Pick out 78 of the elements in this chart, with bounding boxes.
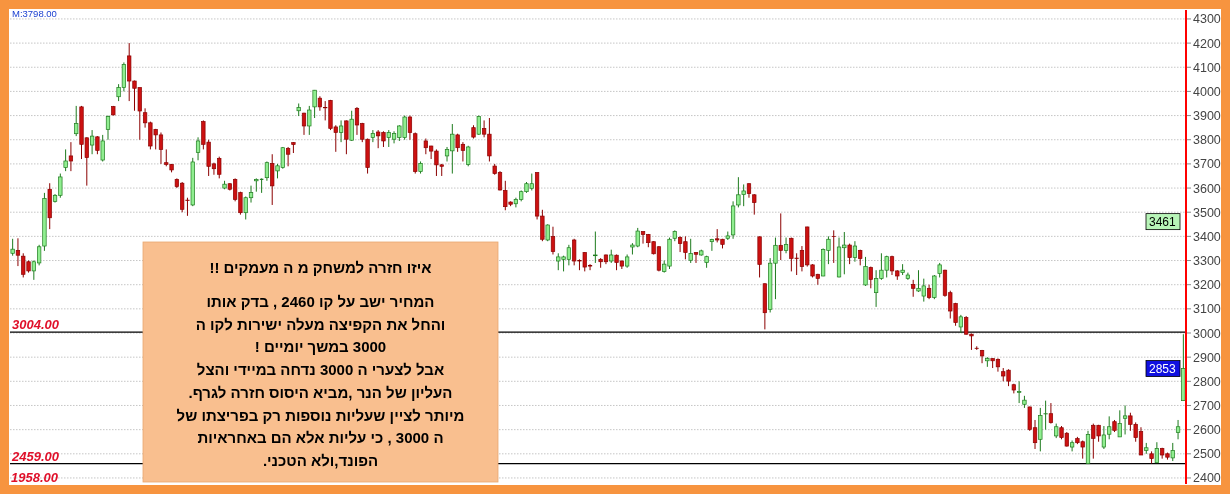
y-tick-label: 3700 [1193,157,1221,172]
annotation: העליון של הנר ,מביא היסוס חזרה לגרף. [187,382,454,403]
candlestick [1117,409,1122,438]
annotation: 3000 במשך יומיים ! [253,337,388,358]
y-tick-label: 2700 [1193,398,1221,413]
candlestick [688,238,693,264]
annotation: אבל לצערי ה 3000 נדחה במיידי והצל [195,360,446,381]
candlestick [312,89,317,119]
ref-line-label: 2459.00 [11,448,60,464]
y-tick-label: 3800 [1193,133,1221,148]
y-tick-label: 3200 [1193,278,1221,293]
candlestick [693,251,699,264]
candlestick [1038,407,1043,452]
ref-line-label: 3004.00 [12,317,60,333]
candlestick [74,105,79,137]
candlestick [270,153,275,206]
candlestick [1017,380,1022,404]
candlestick [852,240,858,263]
y-tick-label: 2800 [1193,374,1221,389]
candlestick [550,226,556,255]
annotation: 2853 [1149,362,1177,377]
y-tick-label: 3000 [1193,326,1221,341]
annotation: M:3798.00 [12,8,57,19]
y-tick-label: 3500 [1193,205,1221,220]
candlestick [863,256,868,287]
annotation: איזו חזרה למשחק מ ה מעמקים !! [208,258,433,278]
candlestick [593,231,598,264]
y-tick-label: 2400 [1193,471,1221,486]
candlestick [63,148,68,172]
annotation: והחל את הקפיצה מעלה ישירות לקו ה [194,314,447,335]
y-tick-label: 4100 [1193,60,1221,75]
annotation: ה 3000 , כי עליות אלא הם באחראיות [196,428,445,449]
candlestick [1043,400,1048,431]
y-tick-label: 4000 [1193,84,1221,99]
candlestick [286,146,291,167]
candlestick [958,314,963,334]
candlestick [307,105,312,136]
y-tick-label: 3300 [1193,254,1221,269]
candlestick [344,119,349,155]
candlestick [68,141,74,172]
annotation: מיותר לציין שעליות נוספות רק בפריצתו של [175,405,466,426]
y-tick-label: 3400 [1193,229,1221,244]
y-tick-label: 3900 [1193,109,1221,124]
candlestick [90,129,95,155]
candlestick [338,119,344,143]
candlestick [1048,402,1054,425]
candlestick [932,274,937,300]
candlestick [1154,441,1159,464]
candlestick [831,229,836,264]
annotation: המחיר ישב על קו 2460 , בדק אותו [205,292,436,312]
candlestick [778,212,783,261]
annotation: הפונד,ולא הטכני. [261,450,380,471]
candlestick [95,135,100,155]
annotation: 3461 [1149,215,1177,230]
candlestick [264,160,270,182]
candlestick [1122,404,1128,435]
y-tick-label: 3600 [1193,181,1221,196]
annotation: 1958.00 [11,470,59,485]
y-tick-label: 2500 [1193,447,1221,462]
candlestick [709,238,714,252]
candlestick [979,349,985,364]
candlestick [195,136,201,161]
candlestick [349,110,354,142]
candlestick [1170,442,1175,462]
candlestick [783,237,789,254]
candlestick [15,237,21,267]
y-tick-label: 4300 [1193,12,1221,27]
candlestick [370,129,375,143]
candlestick [105,115,111,141]
candlestick [752,193,757,216]
y-tick-label: 2900 [1193,350,1221,365]
candlestick [254,177,259,193]
candlestick [1175,419,1181,440]
candlestick [407,115,413,141]
candlestick [100,134,105,162]
y-tick-label: 4200 [1193,36,1221,51]
y-tick-label: 2600 [1193,423,1221,438]
y-tick-label: 3100 [1193,302,1221,317]
